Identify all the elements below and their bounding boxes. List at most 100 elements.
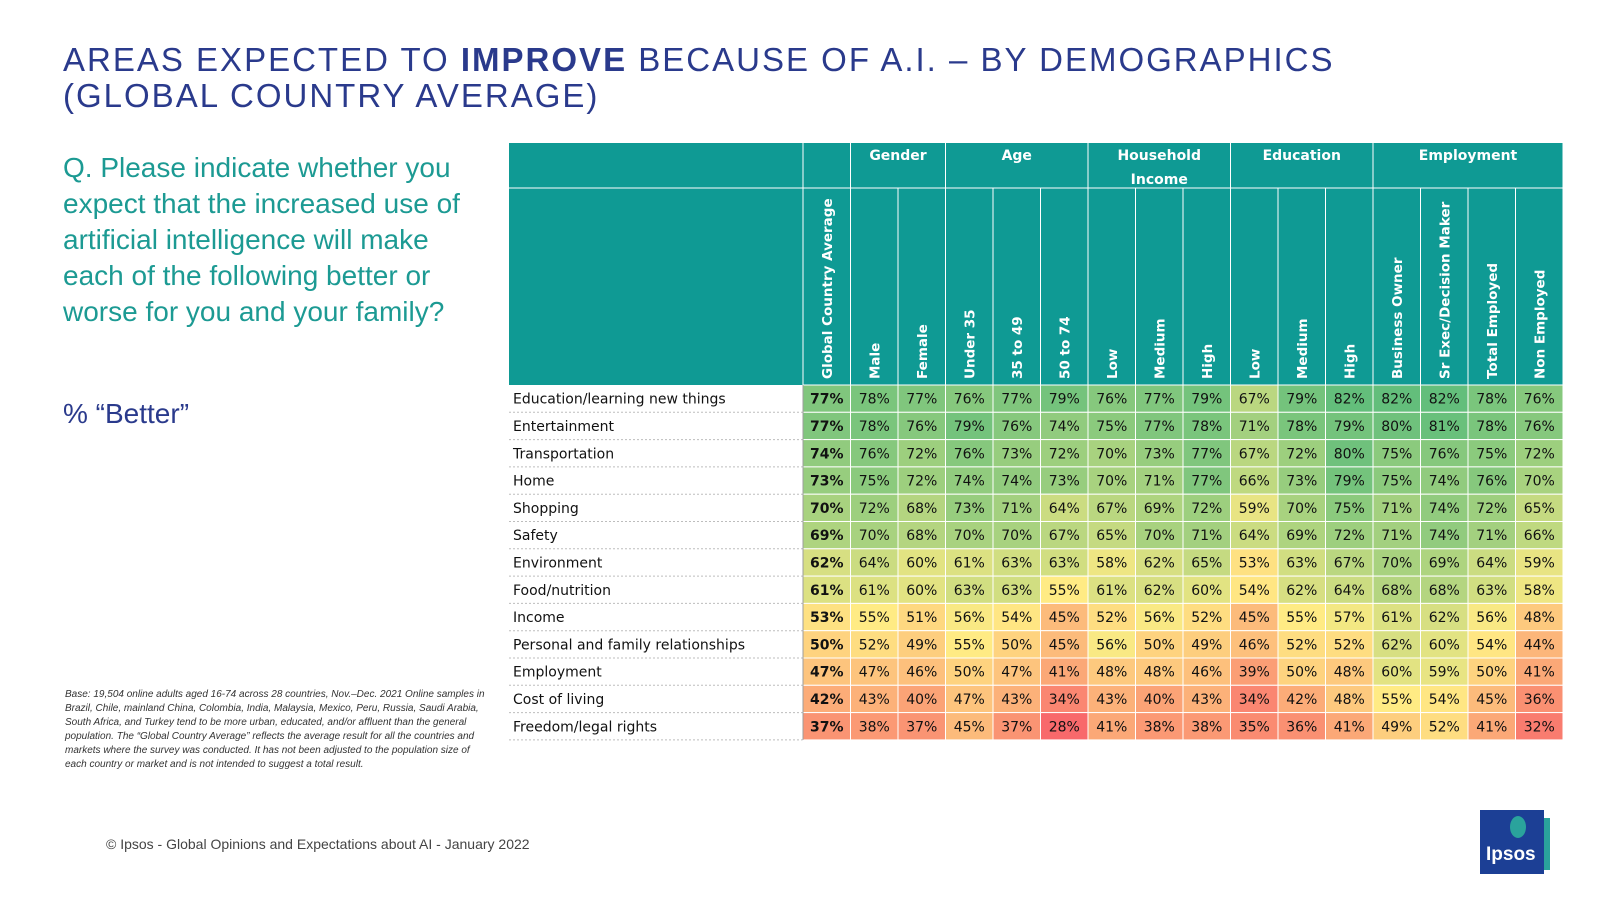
cell-value: 67% [1096,501,1127,517]
cell-value: 48% [1334,692,1365,708]
cell-value: 52% [1334,637,1365,653]
column-header: Under 35 [962,309,978,379]
heat-cell [1182,493,1231,523]
cell-value: 72% [1049,446,1080,462]
row-label: Food/nutrition [513,583,611,599]
cell-value: 60% [906,583,937,599]
survey-question: Q. Please indicate whether you expect th… [63,152,460,327]
cell-value: 41% [1096,719,1127,735]
cell-value: 63% [1001,555,1032,571]
cell-value: 76% [954,446,985,462]
cell-value: 74% [1429,528,1460,544]
cell-value: 41% [1334,719,1365,735]
cell-value: 77% [1001,392,1032,408]
cell-value: 47% [954,692,985,708]
cell-value: 76% [1096,392,1127,408]
heat-cell [1135,630,1184,659]
heat-cell [850,466,899,495]
column-header: Sr Exec/Decision Maker [1437,201,1453,379]
cell-value: 61% [810,583,844,599]
heat-cell [1277,521,1326,550]
cell-value: 54% [1001,610,1032,626]
cell-value: 44% [1524,637,1555,653]
cell-value: 81% [1429,419,1460,435]
cell-value: 58% [1096,555,1127,571]
cell-value: 65% [1191,555,1222,571]
title-line2: (GLOBAL COUNTRY AVERAGE) [63,77,600,114]
cell-value: 77% [810,419,844,435]
row-label: Income [513,610,565,626]
cell-value: 45% [1476,692,1507,708]
logo-mark-icon [1510,816,1526,838]
cell-value: 56% [1144,610,1175,626]
cell-value: 66% [1524,528,1555,544]
cell-value: 67% [1239,446,1270,462]
heatmap-svg: Gender Age Household Income Education Employm… [509,143,1564,741]
cell-value: 71% [1144,474,1175,490]
heat-cell [1277,466,1326,495]
cell-value: 67% [1334,555,1365,571]
cell-value: 75% [1334,501,1365,517]
cell-value: 73% [810,474,844,490]
heat-cell [1277,548,1326,577]
cell-value: 79% [954,419,985,435]
heat-cell [1087,548,1136,577]
cell-value: 69% [1429,555,1460,571]
cell-value: 52% [1286,637,1317,653]
cell-value: 74% [1429,501,1460,517]
cell-value: 69% [810,528,844,544]
cell-value: 55% [859,610,890,626]
heat-cell [897,684,946,714]
cell-value: 50% [1001,637,1032,653]
heat-cell [1372,439,1421,468]
heat-cell [1040,712,1089,741]
heat-cell [945,630,994,659]
cell-value: 67% [1049,528,1080,544]
cell-value: 38% [1144,719,1175,735]
cell-value: 46% [906,665,937,681]
cell-value: 51% [906,610,937,626]
heat-cell [850,411,899,441]
heat-cell [1372,712,1421,741]
cell-value: 68% [906,528,937,544]
heat-cell [1040,439,1089,468]
heat-cell [1182,602,1231,632]
heat-cell [1372,466,1421,495]
cell-value: 78% [1476,392,1507,408]
cell-value: 64% [859,555,890,571]
cell-value: 49% [1381,719,1412,735]
heat-cell [992,630,1041,659]
column-header: Male [867,343,883,379]
row-label: Home [513,474,554,490]
cell-value: 74% [1049,419,1080,435]
cell-value: 74% [1429,474,1460,490]
heat-cell [1325,493,1374,523]
cell-value: 63% [1286,555,1317,571]
cell-value: 76% [1524,419,1555,435]
cell-value: 76% [1524,392,1555,408]
cell-value: 50% [1286,665,1317,681]
group-label: Age [1002,148,1032,164]
heat-cell [897,575,946,604]
group-label: Employment [1419,148,1518,164]
heat-cell [1135,521,1184,550]
cell-value: 71% [1476,528,1507,544]
heat-cell [1040,493,1089,523]
heat-cell [1087,411,1136,441]
heat-cell [1325,384,1374,413]
heat-cell [1420,712,1469,741]
cell-value: 71% [1191,528,1222,544]
heat-cell [1230,466,1279,495]
cell-value: 71% [1001,501,1032,517]
logo-tick-icon [1544,818,1550,870]
cell-value: 37% [810,719,844,735]
heat-cell [897,657,946,686]
cell-value: 57% [1334,610,1365,626]
cell-value: 42% [810,692,844,708]
column-header: Global Country Average [820,198,836,379]
cell-value: 74% [1001,474,1032,490]
cell-value: 70% [859,528,890,544]
row-label: Transportation [512,446,614,462]
cell-value: 62% [1286,583,1317,599]
cell-value: 41% [1476,719,1507,735]
